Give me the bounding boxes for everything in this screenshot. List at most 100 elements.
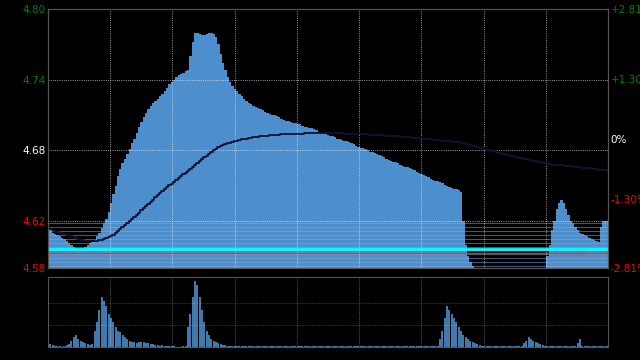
Bar	[250, 346, 252, 347]
Bar	[327, 346, 329, 347]
Bar	[560, 346, 563, 347]
Bar	[229, 346, 231, 347]
Bar	[227, 346, 228, 347]
Bar	[404, 346, 406, 347]
Bar	[402, 346, 404, 347]
Bar	[70, 341, 72, 347]
Bar	[395, 346, 397, 347]
Bar	[591, 346, 593, 347]
Bar	[86, 344, 89, 347]
Bar	[465, 337, 467, 347]
Bar	[428, 346, 429, 347]
Bar	[330, 346, 332, 347]
Bar	[355, 346, 357, 347]
Bar	[84, 343, 86, 347]
Bar	[334, 346, 336, 347]
Bar	[248, 346, 250, 347]
Bar	[126, 339, 129, 347]
Bar	[208, 335, 210, 347]
Bar	[509, 346, 511, 347]
Bar	[171, 346, 173, 347]
Bar	[231, 346, 234, 347]
Bar	[204, 322, 205, 347]
Bar	[303, 346, 306, 347]
Bar	[488, 346, 490, 347]
Bar	[140, 342, 142, 347]
Bar	[442, 331, 444, 347]
Bar	[259, 346, 261, 347]
Bar	[388, 346, 390, 347]
Bar	[341, 346, 343, 347]
Bar	[572, 346, 574, 347]
Bar	[364, 346, 366, 347]
Bar	[540, 344, 541, 347]
Bar	[593, 346, 595, 347]
Bar	[385, 346, 387, 347]
Bar	[63, 346, 65, 347]
Bar	[518, 346, 520, 347]
Bar	[563, 346, 564, 347]
Bar	[316, 346, 317, 347]
Bar	[415, 346, 418, 347]
Bar	[133, 342, 136, 347]
Bar	[131, 342, 133, 347]
Bar	[56, 346, 58, 347]
Bar	[534, 342, 537, 347]
Bar	[243, 346, 245, 347]
Bar	[252, 346, 254, 347]
Bar	[157, 345, 159, 347]
Bar	[408, 346, 411, 347]
Bar	[52, 345, 54, 347]
Bar	[218, 343, 220, 347]
Bar	[507, 346, 509, 347]
Bar	[323, 346, 324, 347]
Bar	[145, 343, 147, 347]
Bar	[143, 342, 145, 347]
Bar	[220, 344, 221, 347]
Bar	[607, 346, 609, 347]
Bar	[136, 343, 138, 347]
Bar	[77, 339, 79, 347]
Bar	[89, 345, 91, 347]
Bar	[435, 346, 436, 347]
Bar	[381, 346, 383, 347]
Bar	[432, 346, 434, 347]
Text: sina.com: sina.com	[550, 249, 588, 258]
Bar	[525, 341, 527, 347]
Bar	[150, 344, 152, 347]
Bar	[497, 346, 499, 347]
Bar	[357, 346, 360, 347]
Bar	[390, 346, 392, 347]
Bar	[100, 297, 102, 347]
Bar	[283, 346, 285, 347]
Bar	[532, 341, 534, 347]
Bar	[138, 342, 140, 347]
Bar	[348, 346, 350, 347]
Bar	[476, 344, 478, 347]
Bar	[446, 306, 448, 347]
Bar	[72, 337, 75, 347]
Bar	[504, 346, 506, 347]
Bar	[201, 310, 203, 347]
Bar	[122, 335, 124, 347]
Bar	[374, 346, 376, 347]
Bar	[458, 327, 460, 347]
Bar	[110, 318, 112, 347]
Bar	[75, 335, 77, 347]
Bar	[472, 342, 474, 347]
Bar	[579, 339, 581, 347]
Bar	[173, 346, 175, 347]
Bar	[154, 345, 156, 347]
Bar	[418, 346, 420, 347]
Bar	[523, 343, 525, 347]
Bar	[448, 310, 451, 347]
Bar	[257, 346, 259, 347]
Bar	[567, 346, 570, 347]
Bar	[79, 341, 82, 347]
Bar	[511, 346, 513, 347]
Bar	[460, 331, 462, 347]
Bar	[570, 346, 572, 347]
Bar	[339, 346, 340, 347]
Bar	[245, 346, 248, 347]
Bar	[66, 345, 68, 347]
